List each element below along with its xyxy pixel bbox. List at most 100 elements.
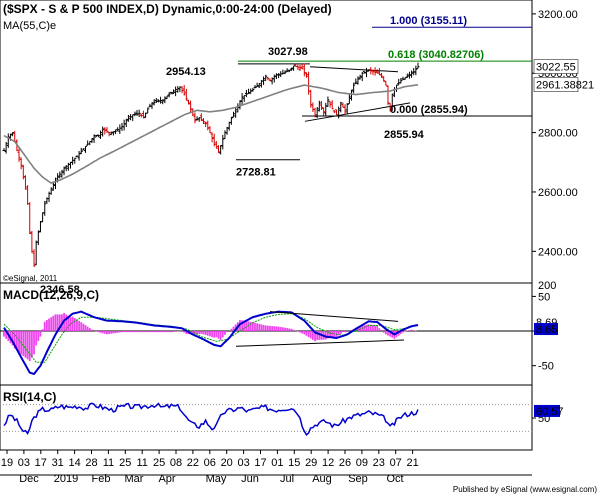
price-bar	[296, 64, 300, 70]
x-day-label: 07	[390, 457, 402, 469]
macd-histogram-bar	[346, 331, 349, 333]
x-day-label: 06	[204, 457, 216, 469]
price-bar	[272, 74, 276, 83]
price-bar	[96, 134, 100, 138]
price-bar	[84, 145, 88, 153]
macd-histogram-bar	[148, 331, 151, 333]
price-bar	[313, 107, 317, 118]
macd-histogram-bar	[378, 328, 381, 332]
price-bar	[163, 96, 167, 104]
macd-histogram-bar	[254, 322, 256, 332]
macd-histogram-bar	[86, 326, 89, 332]
x-month-label: May	[206, 473, 227, 485]
price-bar	[17, 148, 21, 162]
macd-histogram-bar	[365, 324, 368, 332]
price-bar	[242, 94, 246, 102]
price-bar	[36, 230, 40, 246]
price-bar	[77, 150, 81, 161]
macd-histogram-bar	[382, 331, 385, 333]
macd-histogram-bar	[251, 322, 254, 332]
macd-histogram-bar	[350, 329, 353, 332]
price-bar	[180, 86, 184, 94]
price-bar	[251, 88, 255, 92]
macd-histogram-bar	[204, 331, 207, 336]
macd-histogram-bar	[172, 331, 175, 332]
price-bar	[141, 110, 145, 119]
macd-histogram-bar	[406, 330, 409, 332]
rsi-tag-bg	[534, 404, 560, 417]
macd-histogram-bar	[127, 331, 130, 333]
x-day-label: 29	[305, 457, 317, 469]
price-bar	[247, 88, 251, 95]
x-day-label: 03	[18, 457, 30, 469]
macd-histogram-bar	[399, 331, 402, 335]
price-bar	[262, 76, 266, 85]
macd-histogram-bar	[281, 327, 284, 332]
x-day-label: 26	[339, 457, 351, 469]
macd-histogram-bar	[37, 331, 40, 342]
price-bar	[23, 175, 27, 190]
price-bar	[266, 77, 270, 80]
macd-histogram-bar	[121, 331, 123, 333]
x-day-label: 01	[271, 457, 283, 469]
macd-histogram-bar	[54, 314, 57, 332]
macd-histogram-bar	[46, 319, 48, 332]
x-day-label: 25	[119, 457, 131, 469]
macd-histogram-bar	[82, 323, 85, 332]
macd-tick-label: -50	[538, 361, 554, 373]
macd-histogram-bar	[384, 331, 387, 335]
macd-histogram-bar	[290, 328, 293, 332]
macd-histogram-bar	[211, 331, 213, 338]
price-bar	[399, 78, 403, 84]
macd-histogram-bar	[221, 331, 224, 338]
macd-histogram-bar	[15, 331, 18, 351]
macd-histogram-bar	[95, 331, 98, 332]
x-day-label: 17	[254, 457, 266, 469]
macd-histogram-bar	[191, 331, 194, 335]
signal-tag-bg	[534, 323, 558, 336]
price-bar	[356, 76, 360, 85]
macd-histogram-bar	[80, 322, 83, 332]
price-bar	[114, 129, 118, 135]
macd-histogram-bar	[260, 324, 263, 332]
price-bar	[186, 99, 190, 105]
macd-histogram-bar	[151, 331, 153, 333]
price-bar	[375, 69, 379, 74]
macd-histogram-bar	[41, 329, 44, 332]
macd-histogram-bar	[88, 328, 91, 332]
price-annotation: 2728.81	[236, 167, 276, 179]
price-bar	[107, 131, 111, 137]
macd-histogram-bar	[196, 331, 198, 335]
macd-histogram-bar	[103, 331, 106, 334]
price-bar	[360, 71, 364, 82]
macd-line	[3, 310, 419, 376]
watermark: ©eSignal, 2011	[3, 274, 58, 283]
x-month-label: Dec	[19, 473, 39, 485]
macd-histogram-bar	[67, 315, 70, 332]
price-bar	[285, 68, 289, 73]
x-day-label: 20	[221, 457, 233, 469]
macd-histogram-bar	[232, 326, 235, 332]
macd-histogram-bar	[258, 323, 261, 332]
macd-histogram-bar	[314, 331, 316, 342]
macd-histogram-bar	[11, 331, 14, 346]
macd-histogram-bar	[277, 326, 280, 332]
price-bar	[332, 110, 336, 114]
macd-histogram-bar	[316, 331, 319, 341]
macd-histogram-bar	[318, 331, 321, 340]
price-bar	[124, 118, 128, 127]
price-bar	[380, 73, 384, 78]
macd-histogram-bar	[410, 329, 413, 332]
macd-histogram-bar	[213, 331, 216, 338]
price-bar	[167, 92, 171, 98]
x-month-label: Aug	[312, 473, 332, 485]
macd-histogram-bar	[275, 326, 278, 332]
chart-title: ($SPX - S & P 500 INDEX,D) Dynamic,0:00-…	[3, 2, 332, 16]
macd-histogram-bar	[215, 331, 218, 338]
macd-histogram-bar	[412, 330, 415, 332]
price-bar	[292, 65, 296, 71]
macd-histogram-bar	[292, 329, 295, 332]
macd-histogram-bar	[288, 328, 291, 332]
macd-histogram-bar	[327, 331, 329, 339]
x-month-label: Oct	[386, 473, 403, 485]
